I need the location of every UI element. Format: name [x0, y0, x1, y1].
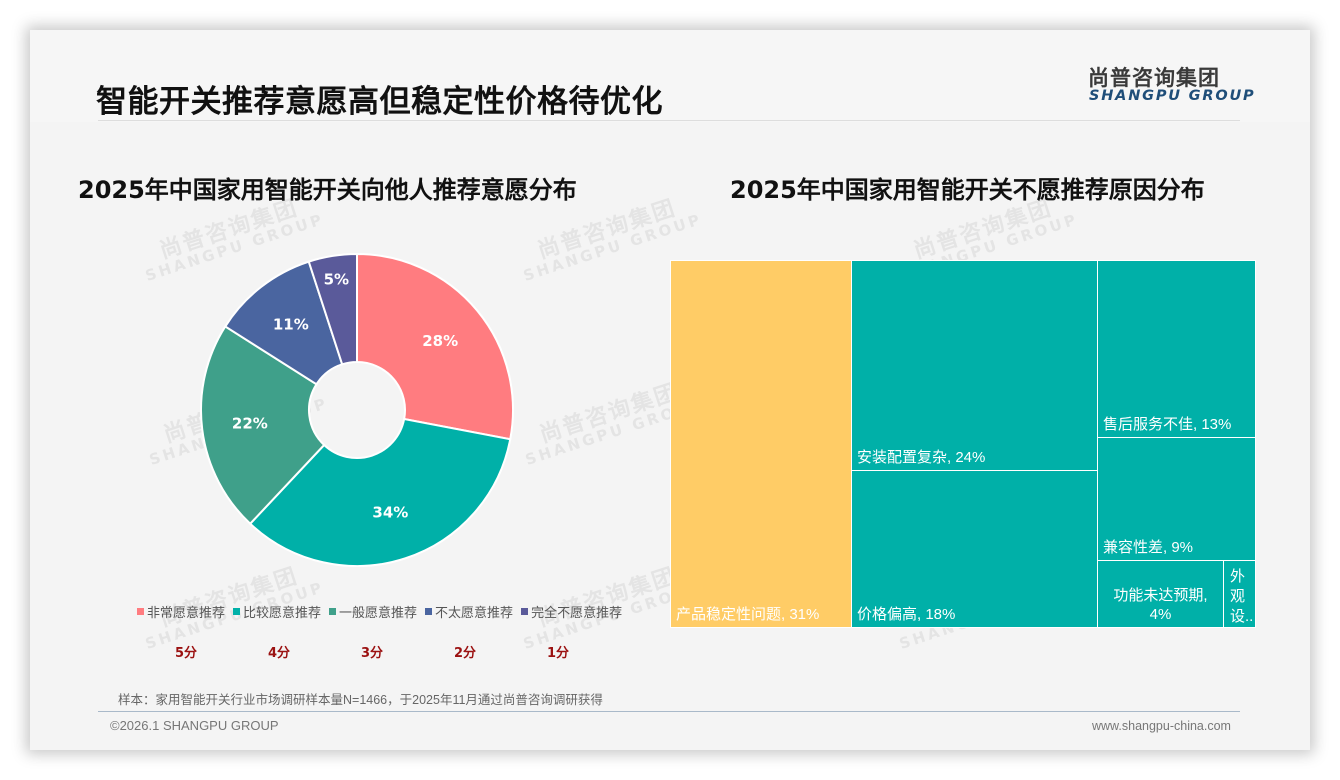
- website-link[interactable]: www.shangpu-china.com: [1092, 719, 1231, 733]
- legend-swatch-icon: [521, 608, 529, 615]
- legend-label: 完全不愿意推荐: [531, 605, 623, 620]
- legend-label: 不太愿意推荐: [435, 605, 514, 620]
- donut-slice: [200, 325, 326, 526]
- score-label: 1分: [547, 646, 570, 661]
- donut-slice-label: 5%: [324, 271, 349, 289]
- right-chart-title: 2025年中国家用智能开关不愿推荐原因分布: [730, 176, 1205, 204]
- treemap-cell-label: 产品稳定性问题, 31%: [676, 606, 820, 623]
- header-band: [30, 30, 1310, 122]
- donut-slice-label: 22%: [232, 415, 268, 433]
- donut-slice: [356, 253, 514, 441]
- legend-swatch-icon: [329, 608, 337, 615]
- treemap-cell: 售后服务不佳, 13%: [1097, 260, 1256, 438]
- treemap-cell-label: 价格偏高, 18%: [857, 606, 956, 623]
- treemap-cell: 外观设..: [1223, 560, 1256, 628]
- legend-label: 非常愿意推荐: [147, 605, 226, 620]
- legend-item: 完全不愿意推荐: [521, 602, 622, 621]
- header-divider: [98, 120, 1240, 121]
- copyright: ©2026.1 SHANGPU GROUP: [110, 718, 279, 733]
- donut-slice-label: 28%: [422, 332, 458, 350]
- slide: 智能开关推荐意愿高但稳定性价格待优化 尚普咨询集团 SHANGPU GROUP …: [30, 30, 1310, 750]
- legend-swatch-icon: [233, 608, 241, 615]
- footer-divider: [98, 711, 1240, 712]
- treemap-cell: 产品稳定性问题, 31%: [670, 260, 852, 628]
- treemap-cell: 兼容性差, 9%: [1097, 437, 1256, 561]
- sample-note: 样本：家用智能开关行业市场调研样本量N=1466，于2025年11月通过尚普咨询…: [118, 693, 603, 707]
- treemap-cell-label: 售后服务不佳, 13%: [1103, 416, 1232, 433]
- treemap-cell: 功能未达预期, 4%: [1097, 560, 1224, 628]
- donut-slice-label: 34%: [372, 504, 408, 522]
- donut-chart: 28% 34% 22% 11% 5%: [200, 253, 514, 567]
- legend-item: 比较愿意推荐: [233, 602, 321, 621]
- legend-item: 不太愿意推荐: [425, 602, 513, 621]
- treemap-cell-label: 兼容性差, 9%: [1103, 539, 1194, 556]
- donut-slice: [223, 260, 344, 386]
- treemap-cell: 安装配置复杂, 24%: [851, 260, 1098, 471]
- donut-slice: [307, 253, 358, 366]
- treemap-cell: 价格偏高, 18%: [851, 470, 1098, 628]
- legend-swatch-icon: [425, 608, 433, 615]
- logo-chinese: 尚普咨询集团: [1088, 66, 1220, 90]
- legend-item: 非常愿意推荐: [137, 602, 225, 621]
- donut-slice-label: 11%: [273, 316, 309, 334]
- treemap-cell-label: 外观设..: [1230, 568, 1254, 625]
- legend-label: 一般愿意推荐: [339, 605, 418, 620]
- treemap-chart: 产品稳定性问题, 31% 安装配置复杂, 24% 价格偏高, 18% 售后服务不…: [670, 260, 1256, 628]
- logo-english: SHANGPU GROUP: [1089, 88, 1256, 104]
- score-label: 4分: [268, 646, 291, 661]
- score-label: 3分: [361, 646, 384, 661]
- treemap-cell-label: 安装配置复杂, 24%: [857, 449, 986, 466]
- treemap-cell-label: 功能未达预期, 4%: [1113, 587, 1208, 623]
- legend-swatch-icon: [137, 608, 144, 615]
- chart-legend: 非常愿意推荐 比较愿意推荐 一般愿意推荐 不太愿意推荐 完全不愿意推荐: [137, 602, 622, 621]
- page-title: 智能开关推荐意愿高但稳定性价格待优化: [96, 84, 663, 120]
- legend-label: 比较愿意推荐: [243, 605, 322, 620]
- left-chart-title: 2025年中国家用智能开关向他人推荐意愿分布: [78, 176, 577, 204]
- score-label: 2分: [454, 646, 477, 661]
- legend-item: 一般愿意推荐: [329, 602, 417, 621]
- score-label: 5分: [175, 646, 198, 661]
